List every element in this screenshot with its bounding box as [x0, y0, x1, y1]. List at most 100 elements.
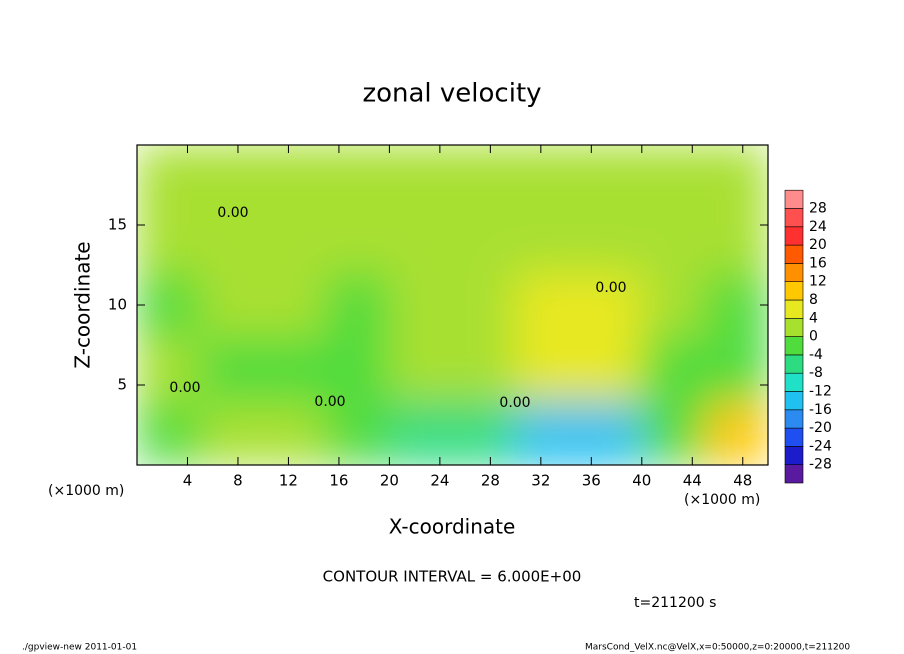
field-cell [137, 208, 201, 274]
footer-left: ./gpview-new 2011-01-01 [22, 643, 137, 653]
x-tick-label: 40 [632, 472, 651, 490]
contour-label: 0.00 [217, 205, 248, 221]
colorbar-box [784, 446, 804, 465]
field-cell [388, 145, 453, 210]
field-cell [704, 145, 768, 210]
field-cell [452, 400, 517, 465]
contour-label: 0.00 [169, 380, 200, 396]
x-tick-label: 36 [582, 472, 601, 490]
field-cell [578, 336, 643, 402]
x-tick-label: 28 [481, 472, 500, 490]
contour-label: 0.00 [314, 394, 345, 410]
x-tick-label: 48 [733, 472, 752, 490]
field-cell [452, 272, 517, 338]
field-cell [262, 400, 327, 465]
colorbar-label: -8 [809, 365, 823, 381]
colorbar-label: -28 [809, 457, 832, 473]
field-cell [199, 145, 264, 210]
field-cell [388, 272, 453, 338]
x-tick-label: 32 [531, 472, 550, 490]
colorbar-box [784, 226, 804, 246]
x-tick-label: 44 [683, 472, 702, 490]
field-cell [578, 400, 643, 465]
field-cell [641, 208, 706, 274]
colorbar-label: 24 [809, 219, 827, 235]
colorbar-label: -4 [809, 347, 823, 363]
x-tick-label: 12 [279, 472, 298, 490]
field-cell [704, 272, 768, 338]
field-cell [641, 336, 706, 402]
colorbar-label: 16 [809, 255, 827, 271]
field-cell [199, 336, 264, 402]
field-cell [704, 336, 768, 402]
y-tick-label: 5 [117, 376, 127, 394]
x-tick-label: 16 [329, 472, 348, 490]
field-cell [452, 336, 517, 402]
chart-title: zonal velocity [362, 79, 541, 109]
contour-interval: CONTOUR INTERVAL = 6.000E+00 [323, 568, 582, 586]
x-unit-label: (×1000 m) [684, 492, 760, 508]
x-tick-label: 24 [430, 472, 449, 490]
colorbar-box [784, 427, 804, 447]
colorbar-box [784, 263, 804, 282]
field-cell [199, 400, 264, 465]
colorbar-box [784, 464, 804, 484]
field-cell [199, 272, 264, 338]
field-cell [137, 336, 201, 402]
field [137, 145, 768, 465]
field-cell [641, 272, 706, 338]
x-tick-label: 4 [183, 472, 193, 490]
field-cell [388, 208, 453, 274]
y-tick-label: 10 [108, 296, 127, 314]
colorbar-box [784, 281, 804, 301]
field-cell [137, 400, 201, 465]
y-axis-label: Z-coordinate [71, 241, 95, 368]
colorbar-box [784, 189, 804, 209]
field-cell [515, 145, 580, 210]
field-cell [137, 272, 201, 338]
field-cell [641, 400, 706, 465]
field-cell [704, 400, 768, 465]
colorbar-label: 20 [809, 237, 827, 253]
field-cell [388, 336, 453, 402]
field-cell [262, 145, 327, 210]
colorbar-label: -24 [809, 438, 832, 454]
field-cell [452, 208, 517, 274]
contour-label: 0.00 [499, 395, 530, 411]
colorbar-box [784, 317, 804, 337]
colorbar-box [784, 372, 804, 392]
colorbar-box [784, 409, 804, 429]
field-cell [578, 272, 643, 338]
field-cell [704, 208, 768, 274]
field-cell [137, 145, 201, 210]
colorbar-label: 8 [809, 292, 818, 308]
field-cell [515, 336, 580, 402]
colorbar-box [784, 354, 804, 374]
colorbar-box [784, 391, 804, 411]
field-cell [325, 272, 390, 338]
y-tick-label: 15 [108, 216, 127, 234]
colorbar-label: 12 [809, 274, 827, 290]
contour-label: 0.00 [595, 280, 626, 296]
colorbar-label: 28 [809, 201, 827, 217]
colorbar-box [784, 244, 804, 264]
colorbar-label: 0 [809, 329, 818, 345]
field-cell [388, 400, 453, 465]
colorbar-label: -12 [809, 384, 832, 400]
field-cell [262, 336, 327, 402]
colorbar-label: -20 [809, 420, 832, 436]
field-cell [578, 208, 643, 274]
colorbar-box [784, 336, 804, 356]
field-cell [515, 208, 580, 274]
field-cell [325, 400, 390, 465]
colorbar-box [784, 299, 804, 319]
time-label: t=211200 s [634, 595, 716, 611]
field-cell [641, 145, 706, 210]
field-cells [137, 145, 768, 465]
x-unit-label: (×1000 m) [48, 483, 124, 499]
field-cell [452, 145, 517, 210]
colorbar-box [784, 208, 804, 228]
footer-right: MarsCond_VelX.nc@VelX,x=0:50000,z=0:2000… [585, 643, 850, 653]
x-axis-label: X-coordinate [389, 515, 516, 539]
